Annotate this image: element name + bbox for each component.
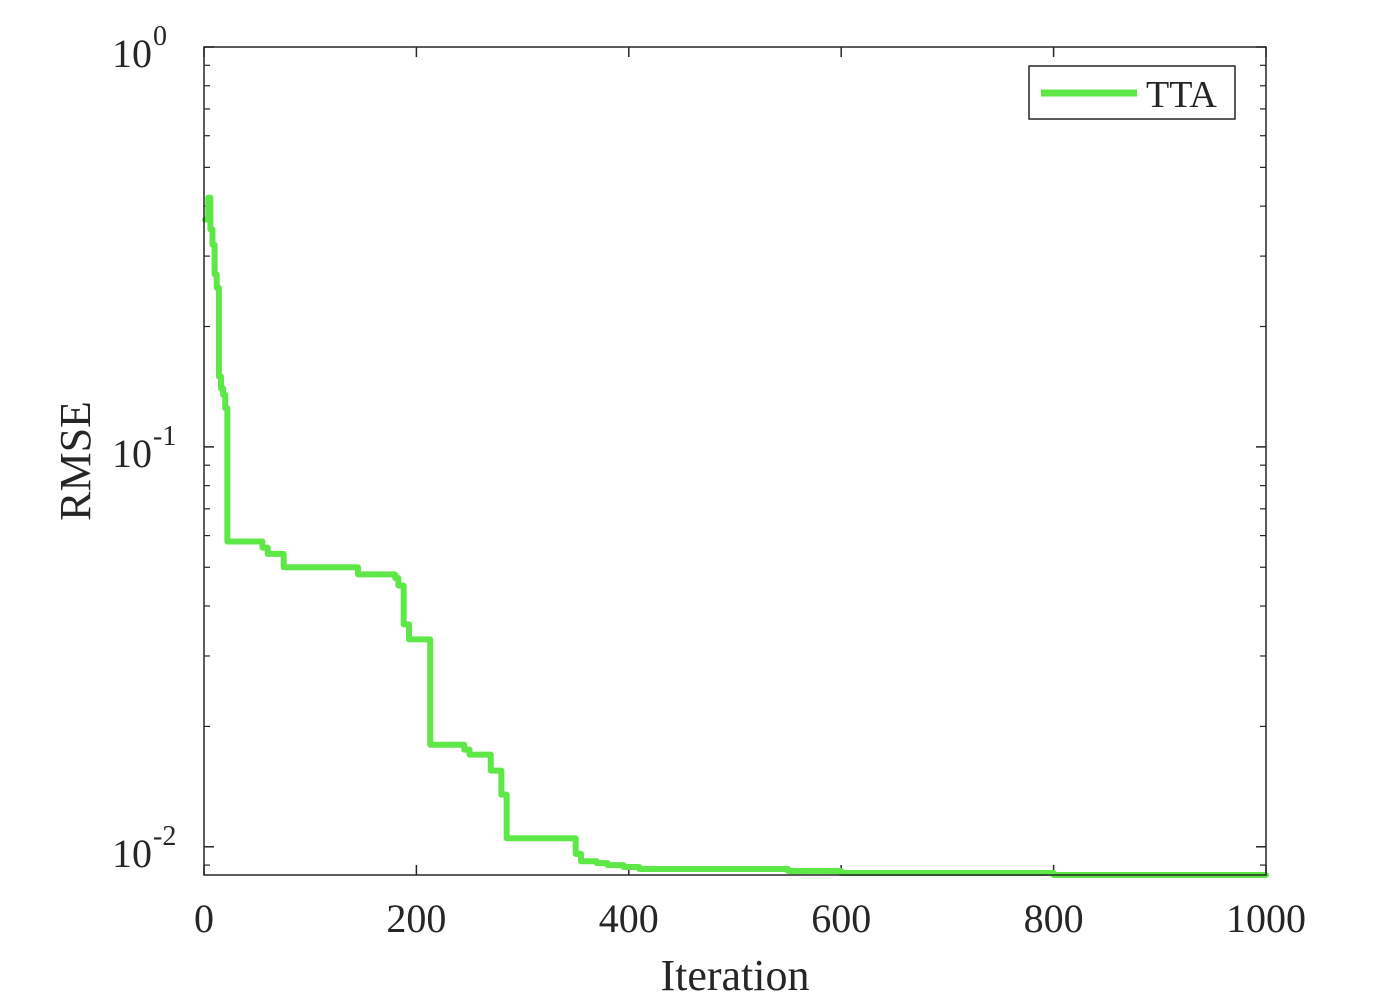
series-line-tta [202, 194, 1269, 878]
plot-frame [203, 46, 1267, 876]
y-tick-label: 10 0 [112, 21, 167, 76]
x-tick-label: 1000 [1226, 896, 1306, 941]
y-tick-label-base: 10 [112, 831, 152, 876]
plot-background [204, 47, 1266, 875]
legend: TTA [1028, 65, 1236, 120]
series-layer [202, 194, 1269, 878]
y-tick-label-base: 10 [112, 431, 152, 476]
y-tick-label: 10 -1 [112, 421, 176, 476]
x-tick-label: 200 [386, 896, 446, 941]
x-axis-label: Iteration [660, 951, 809, 1000]
x-tick-label: 0 [194, 896, 214, 941]
y-tick-label: 10 -2 [112, 821, 176, 876]
y-axis-label: RMSE [51, 401, 100, 521]
x-tick-label: 400 [599, 896, 659, 941]
y-tick-label-exponent: -2 [153, 821, 176, 852]
y-tick-label-exponent: -1 [153, 421, 176, 452]
y-tick-label-base: 10 [112, 31, 152, 76]
legend-label-tta: TTA [1146, 74, 1217, 116]
x-tick-label: 600 [811, 896, 871, 941]
y-tick-label-exponent: 0 [153, 21, 167, 52]
x-tick-label: 800 [1024, 896, 1084, 941]
